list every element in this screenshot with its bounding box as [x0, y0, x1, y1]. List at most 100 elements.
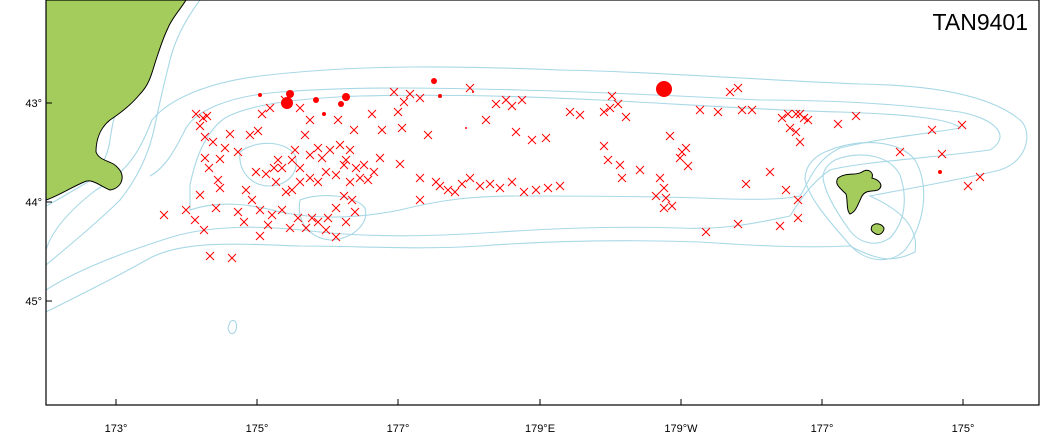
station-x-marker — [621, 112, 631, 122]
station-x-marker — [159, 210, 169, 220]
depth-contours — [45, 0, 1028, 335]
station-x-marker — [659, 203, 669, 213]
station-x-marker — [667, 201, 677, 211]
station-x-marker — [239, 217, 249, 227]
station-catch-circle — [286, 90, 294, 98]
station-x-marker — [200, 132, 210, 142]
station-markers — [159, 78, 985, 263]
station-x-marker — [485, 179, 495, 189]
contour-coast-shelf-2 — [45, 0, 201, 266]
station-x-marker — [531, 185, 541, 195]
station-x-marker — [369, 167, 379, 177]
station-x-marker — [975, 172, 985, 182]
station-x-marker — [263, 220, 273, 230]
station-x-marker — [213, 175, 223, 185]
station-x-marker — [300, 130, 310, 140]
station-catch-circle — [438, 94, 442, 98]
station-x-marker — [507, 177, 517, 187]
station-x-marker — [527, 135, 537, 145]
station-x-marker — [415, 93, 425, 103]
station-x-marker — [803, 115, 813, 125]
station-x-marker — [713, 107, 723, 117]
station-x-marker — [287, 185, 297, 195]
station-x-marker — [701, 227, 711, 237]
station-x-marker — [350, 207, 360, 217]
station-x-marker — [225, 129, 235, 139]
station-x-marker — [617, 173, 627, 183]
station-x-marker — [317, 153, 327, 163]
station-x-marker — [321, 225, 331, 235]
station-x-marker — [675, 153, 685, 163]
station-x-marker — [389, 87, 399, 97]
station-x-marker — [255, 231, 265, 241]
y-tick-label: 44° — [25, 197, 42, 209]
station-x-marker — [963, 181, 973, 191]
station-x-marker — [457, 179, 467, 189]
station-x-marker — [277, 163, 287, 173]
station-x-marker — [957, 120, 967, 130]
station-x-marker — [285, 223, 295, 233]
station-x-marker — [339, 160, 349, 170]
south-island-land — [45, 0, 187, 201]
station-x-marker — [450, 187, 460, 197]
contour-small-blob — [227, 319, 238, 335]
station-x-marker — [265, 103, 275, 113]
station-x-marker — [313, 177, 323, 187]
station-x-marker — [435, 181, 445, 191]
station-x-marker — [795, 137, 805, 147]
station-x-marker — [349, 125, 359, 135]
station-catch-circle — [465, 127, 467, 129]
station-x-marker — [443, 185, 453, 195]
station-catch-circle — [431, 78, 437, 84]
contour-inner — [189, 94, 962, 218]
station-x-marker — [261, 169, 271, 179]
station-x-marker — [195, 121, 205, 131]
station-x-marker — [341, 217, 351, 227]
station-x-marker — [321, 167, 331, 177]
station-x-marker — [393, 107, 403, 117]
station-x-marker — [607, 91, 617, 101]
station-x-marker — [733, 219, 743, 229]
station-x-marker — [741, 179, 751, 189]
x-tick-label: 173° — [105, 423, 128, 435]
station-x-marker — [405, 89, 415, 99]
station-x-marker — [301, 223, 311, 233]
station-x-marker — [795, 109, 805, 119]
station-x-marker — [233, 207, 243, 217]
station-x-marker — [295, 103, 305, 113]
station-x-marker — [599, 107, 609, 117]
station-x-marker — [603, 155, 613, 165]
station-x-marker — [783, 109, 793, 119]
station-x-marker — [475, 181, 485, 191]
station-catch-circle — [258, 93, 262, 97]
station-x-marker — [215, 183, 225, 193]
station-x-marker — [341, 155, 351, 165]
station-catch-circle — [472, 91, 474, 93]
station-x-marker — [323, 213, 333, 223]
station-x-marker — [205, 251, 215, 261]
y-tick-label: 43° — [25, 98, 42, 110]
station-x-marker — [543, 183, 553, 193]
station-x-marker — [927, 125, 937, 135]
station-catch-circle — [281, 97, 293, 109]
station-x-marker — [517, 95, 527, 105]
station-x-marker — [465, 83, 475, 93]
station-x-marker — [305, 173, 315, 183]
station-catch-circle — [656, 81, 672, 97]
station-x-marker — [781, 185, 791, 195]
station-x-marker — [331, 203, 341, 213]
station-x-marker — [833, 119, 843, 129]
station-x-marker — [375, 153, 385, 163]
station-x-marker — [415, 173, 425, 183]
x-tick-label: 177° — [811, 423, 834, 435]
station-x-marker — [287, 155, 297, 165]
station-x-marker — [737, 105, 747, 115]
station-x-marker — [293, 213, 303, 223]
x-tick-label: 175° — [952, 423, 975, 435]
station-x-marker — [565, 107, 575, 117]
station-x-marker — [355, 173, 365, 183]
station-catch-circle — [322, 112, 326, 116]
station-x-marker — [661, 193, 671, 203]
station-x-marker — [211, 203, 221, 213]
station-x-marker — [651, 191, 661, 201]
